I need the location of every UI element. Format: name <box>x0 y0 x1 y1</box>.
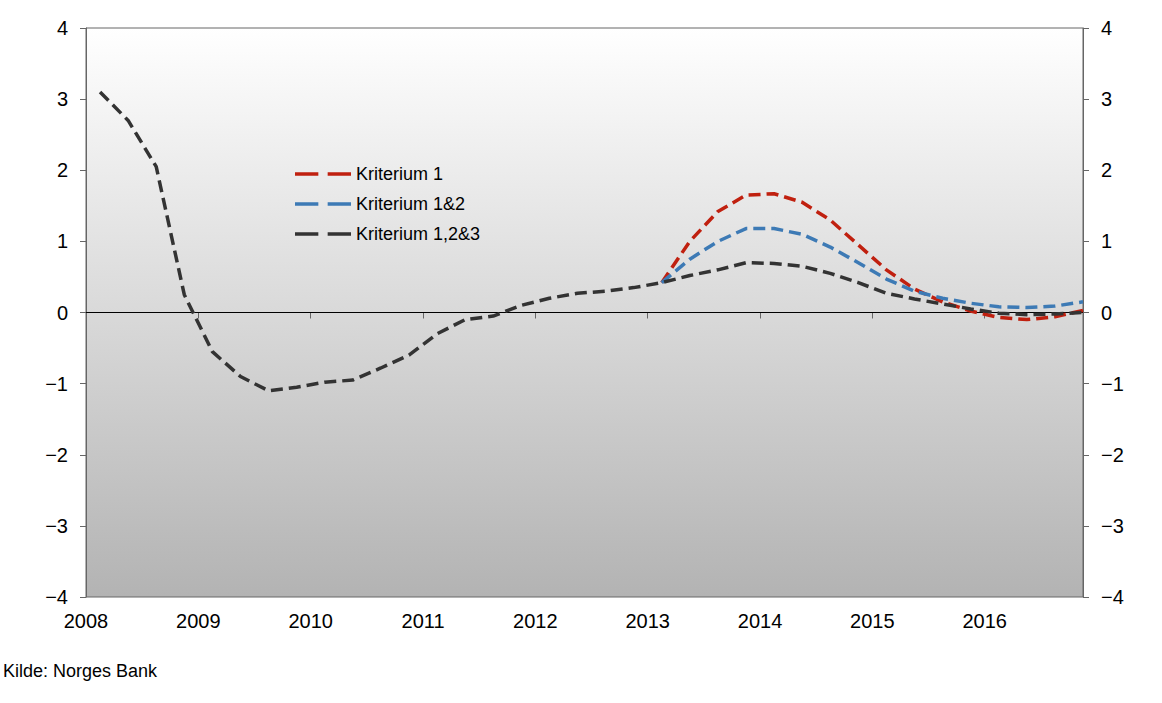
svg-text:−1: −1 <box>1101 373 1124 395</box>
svg-text:2012: 2012 <box>513 610 558 632</box>
svg-text:−3: −3 <box>1101 515 1124 537</box>
svg-text:4: 4 <box>57 17 68 39</box>
svg-text:−1: −1 <box>45 373 68 395</box>
svg-text:2: 2 <box>57 159 68 181</box>
svg-text:Kriterium 1&2: Kriterium 1&2 <box>356 194 465 214</box>
svg-text:Kriterium 1: Kriterium 1 <box>356 164 443 184</box>
svg-text:2015: 2015 <box>850 610 895 632</box>
svg-text:3: 3 <box>57 88 68 110</box>
svg-text:2011: 2011 <box>402 610 445 632</box>
svg-text:2: 2 <box>1101 159 1112 181</box>
svg-text:Kriterium 1,2&3: Kriterium 1,2&3 <box>356 224 480 244</box>
svg-text:0: 0 <box>1101 302 1112 324</box>
svg-text:2010: 2010 <box>288 610 333 632</box>
svg-text:Kilde: Norges Bank: Kilde: Norges Bank <box>3 661 158 681</box>
svg-text:2014: 2014 <box>738 610 783 632</box>
svg-text:2013: 2013 <box>625 610 670 632</box>
svg-text:1: 1 <box>1101 230 1112 252</box>
svg-text:2009: 2009 <box>176 610 221 632</box>
svg-text:−3: −3 <box>45 515 68 537</box>
svg-text:4: 4 <box>1101 17 1112 39</box>
svg-text:−4: −4 <box>1101 586 1124 608</box>
svg-text:−4: −4 <box>45 586 68 608</box>
svg-text:−2: −2 <box>45 444 68 466</box>
svg-text:0: 0 <box>57 302 68 324</box>
svg-text:1: 1 <box>57 230 68 252</box>
svg-text:3: 3 <box>1101 88 1112 110</box>
svg-text:2016: 2016 <box>962 610 1007 632</box>
svg-text:2008: 2008 <box>64 610 109 632</box>
svg-text:−2: −2 <box>1101 444 1124 466</box>
